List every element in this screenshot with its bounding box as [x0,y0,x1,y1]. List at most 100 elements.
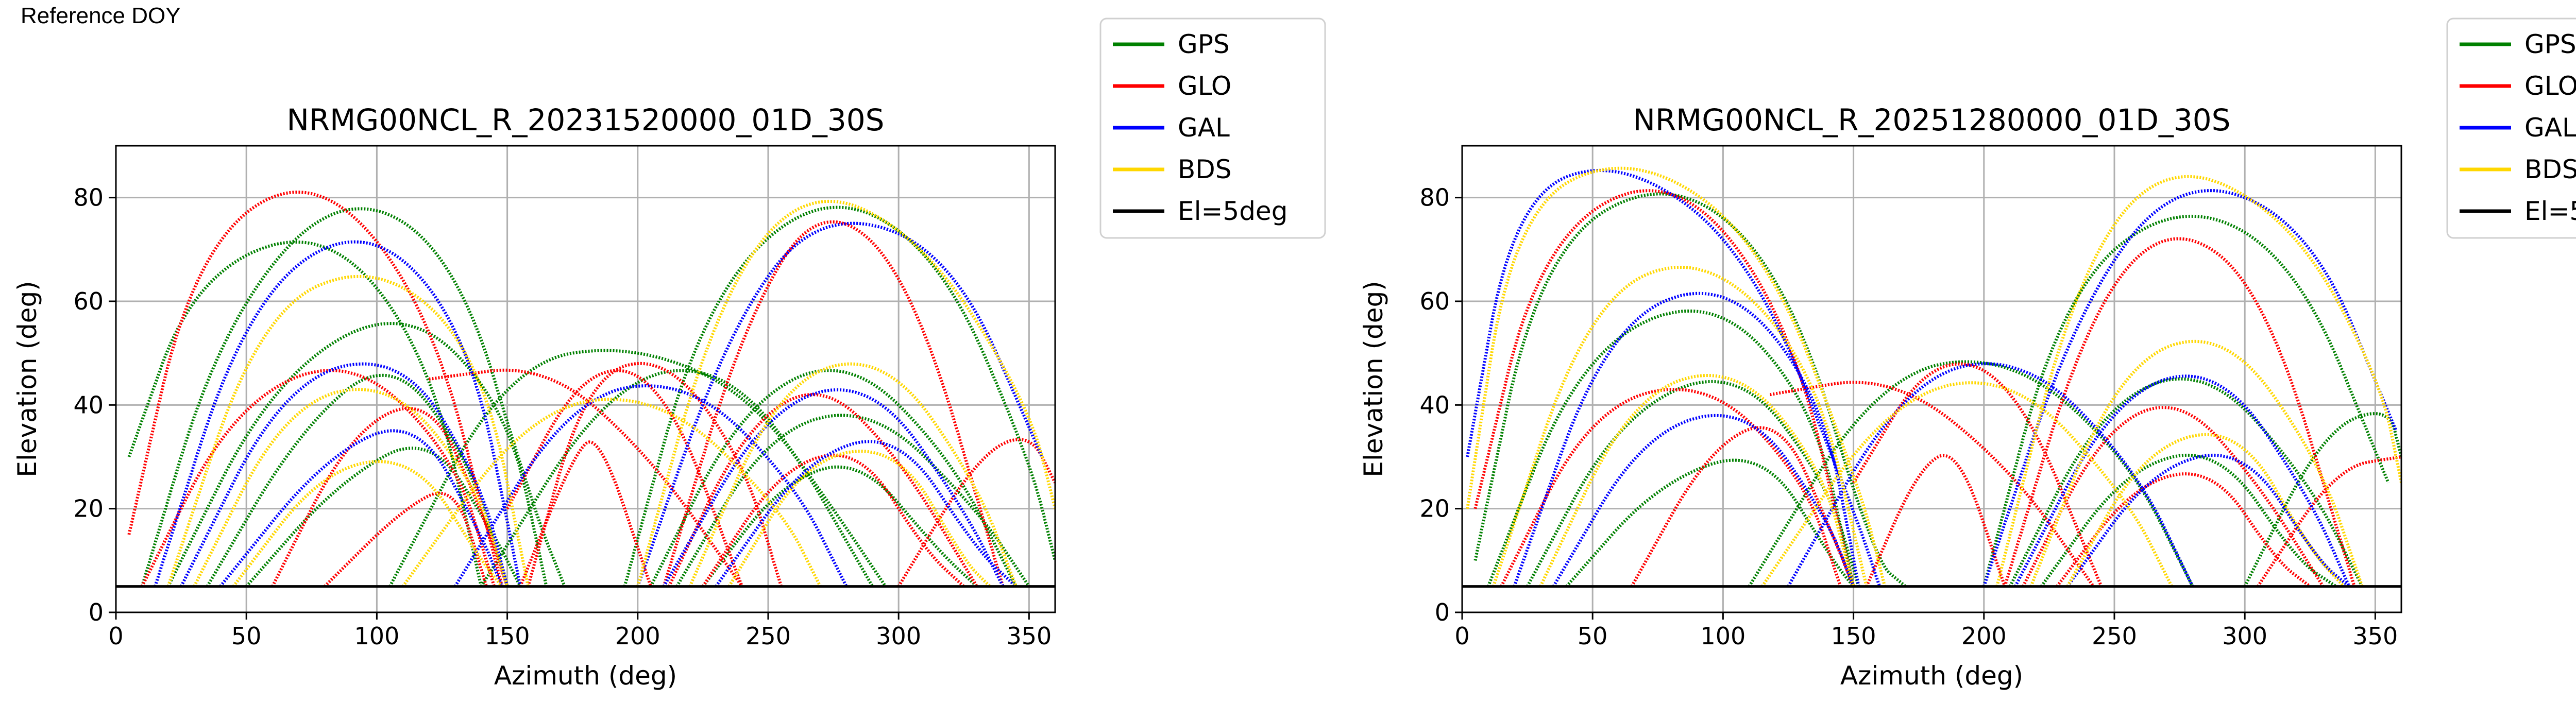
track-bds [2029,340,2364,587]
chart-right: 0 50 100 150 200 250 300 350 0 20 40 60 80 NRMG00NCL_… [1359,18,2576,691]
track-glo [140,369,496,588]
legend-box [2446,18,2576,239]
track-gps [1526,380,1860,588]
y-axis-label: Elevation (deg) [12,281,42,477]
track-gal [219,429,504,588]
x-tick-label: 50 [1578,622,1608,650]
x-tick-label: 100 [354,622,399,650]
track-gps [701,465,978,588]
plot-frame [115,145,1056,613]
y-tick-label: 80 [1419,184,1450,212]
track-glo [127,191,504,587]
track-glo [519,440,652,587]
track-gps [649,369,1018,588]
x-tick-label: 200 [615,622,660,650]
reference-doy-label: Reference DOY [21,3,181,28]
track-gps [166,322,548,588]
y-tick-label: 40 [73,391,104,419]
x-tick-label: 100 [1700,622,1745,650]
x-axis-label: Azimuth (deg) [494,661,677,691]
x-tick-label: 300 [876,622,921,650]
track-gal [2066,453,2350,588]
x-tick-label: 250 [745,622,791,650]
x-tick-label: 0 [108,622,123,650]
track-bds [232,460,503,588]
x-tick-label: 150 [485,622,530,650]
plot-frame [1461,145,2402,613]
y-tick-label: 20 [73,495,104,523]
legend-label: BDS [1178,155,1232,184]
track-glo [2256,455,2401,588]
track-bds [193,388,509,588]
x-tick-label: 350 [2352,622,2398,650]
track-glo [2022,406,2325,588]
y-tick-label: 60 [73,287,104,315]
track-bds [2066,433,2345,588]
track-gps [2008,377,2364,588]
y-tick-label: 0 [1435,598,1450,626]
legend-label: GPS [2524,29,2576,59]
track-bds [401,398,822,588]
chart-title: NRMG00NCL_R_20231520000_01D_30S [287,102,885,138]
track-gal [179,362,509,588]
track-glo [2056,472,2311,588]
track-gal [154,240,522,587]
track-glo [1473,189,1855,587]
y-tick-label: 80 [73,184,104,212]
x-tick-label: 200 [1961,622,2007,650]
track-gps [388,349,874,588]
track-gps [140,207,566,587]
track-gal [715,440,1018,588]
track-glo [505,369,744,587]
y-tick-label: 0 [89,598,104,626]
track-bds [166,275,530,587]
legend: GPS GLO GAL BDS El=5deg [2446,18,2576,239]
track-gal [662,388,1005,588]
track-gps [1565,458,1855,588]
x-tick-label: 250 [2092,622,2137,650]
track-gal [1466,169,1882,587]
track-glo [1852,362,2103,587]
y-tick-label: 60 [1419,287,1450,315]
legend-label: GPS [1178,29,1230,59]
legend-box [1099,18,1326,239]
track-gps [1748,360,2194,588]
y-axis-label: Elevation (deg) [1359,281,1388,477]
track-gps [2040,453,2337,588]
legend-label: GLO [2524,71,2576,101]
legend-label: El=5deg [1178,196,1287,226]
track-glo [897,438,1055,588]
track-glo [1500,388,1842,588]
track-glo [2003,237,2356,587]
track-gps [623,205,1055,587]
legend-label: GLO [1178,71,1231,101]
track-gps [2243,412,2401,588]
track-gal [1552,414,1855,588]
track-bds [727,450,991,588]
track-glo [701,453,965,588]
track-glo [527,362,783,587]
track-bds [1995,175,2401,587]
chart-left: 0 50 100 150 200 250 300 350 0 20 40 60 80 NRMG00NCL_… [12,18,1326,691]
track-gps [1982,214,2390,587]
track-glo [1865,454,2007,587]
x-tick-label: 0 [1454,622,1469,650]
track-glo [323,491,488,588]
x-tick-label: 50 [231,622,262,650]
legend-label: BDS [2524,155,2576,184]
track-bds [636,199,1055,587]
legend-label: GAL [2524,113,2576,143]
x-tick-label: 350 [1006,622,1052,650]
track-glo [429,368,743,588]
track-glo [1630,426,1855,588]
legend: GPS GLO GAL BDS El=5deg [1099,18,1326,239]
legend-label: GAL [1178,113,1230,143]
track-gps [127,240,483,587]
x-axis-label: Azimuth (deg) [1840,661,2023,691]
track-gal [636,221,1044,587]
y-tick-label: 40 [1419,391,1450,419]
x-tick-label: 300 [2222,622,2267,650]
y-tick-label: 20 [1419,495,1450,523]
track-bds [1539,374,1855,587]
